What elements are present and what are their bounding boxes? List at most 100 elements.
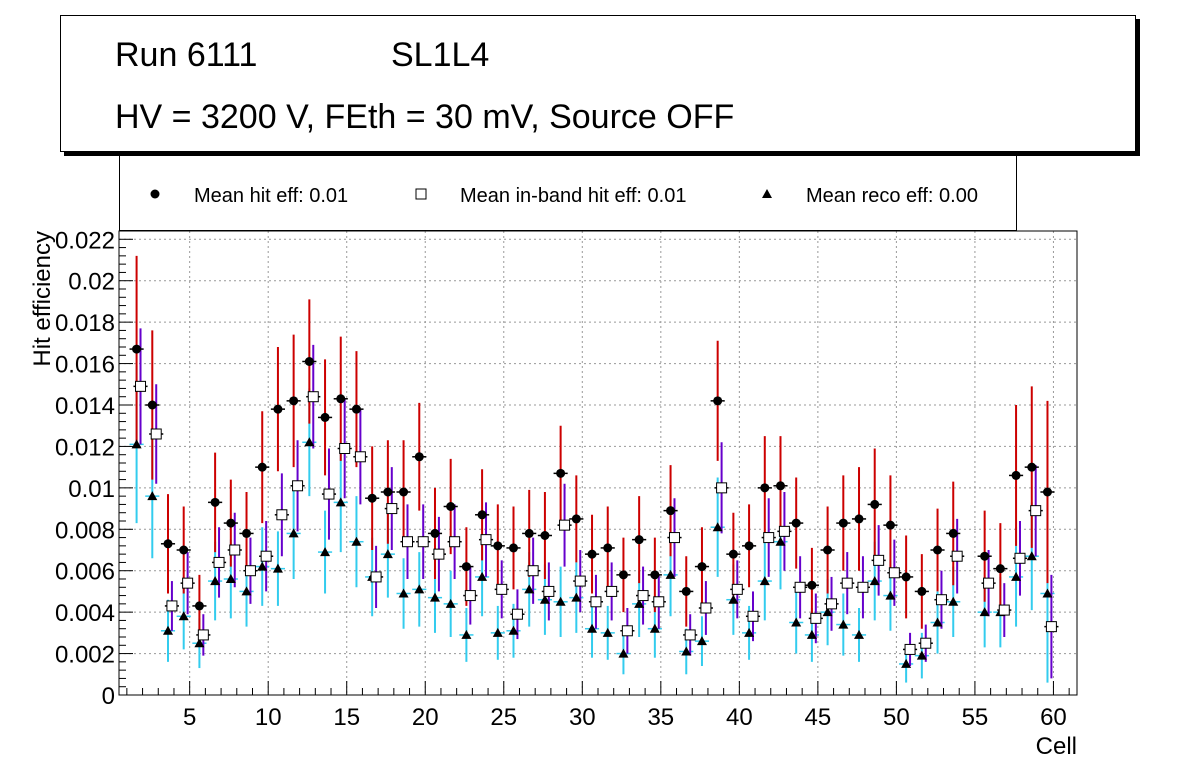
hit-point	[681, 586, 691, 596]
inband-point	[794, 581, 806, 593]
inband-point	[559, 519, 571, 531]
inband-point	[292, 480, 304, 492]
reco-point	[1042, 588, 1053, 598]
reco-point	[477, 571, 488, 581]
hit-point	[273, 404, 283, 414]
inband-point	[653, 596, 665, 608]
hit-point	[697, 562, 707, 572]
x-tick-label: 45	[805, 704, 832, 731]
reco-point	[524, 584, 535, 594]
reco-point	[351, 536, 362, 546]
y-tick-label: 0.016	[55, 352, 115, 379]
inband-point	[606, 585, 618, 597]
reco-point	[147, 491, 158, 501]
inband-point	[668, 532, 680, 544]
conditions-label: HV = 3200 V, FEth = 30 mV, Source OFF	[115, 98, 735, 136]
reco-point	[241, 586, 252, 596]
hit-point	[995, 564, 1005, 574]
inband-point	[166, 600, 178, 612]
reco-point	[775, 536, 786, 546]
hit-point	[854, 514, 864, 524]
reco-point	[932, 617, 943, 627]
hit-point	[336, 394, 346, 404]
inband-point	[998, 604, 1010, 616]
reco-point	[759, 576, 770, 586]
x-tick-label: 10	[255, 704, 282, 731]
x-tick-label: 30	[569, 704, 596, 731]
hit-point	[289, 396, 299, 406]
x-tick-label: 60	[1040, 704, 1067, 731]
reco-point	[728, 594, 739, 604]
reco-point	[178, 611, 189, 621]
reco-point	[1011, 571, 1022, 581]
x-tick-label: 15	[333, 704, 360, 731]
hit-point	[477, 510, 487, 520]
markers-hit	[132, 344, 1052, 611]
reco-point	[225, 574, 236, 583]
inband-point	[449, 536, 461, 548]
reco-point	[398, 588, 409, 598]
hit-point	[367, 493, 377, 503]
hit-point	[587, 549, 597, 559]
y-tick-label: 0.014	[55, 393, 115, 420]
inband-point	[511, 608, 523, 620]
legend-marker-hit	[150, 189, 160, 199]
inband-point	[464, 590, 476, 602]
inband-point	[496, 583, 508, 595]
inband-point	[731, 583, 743, 595]
inband-point	[904, 643, 916, 655]
reco-point	[885, 590, 896, 600]
reco-point	[665, 569, 676, 579]
superlayer-label: SL1L4	[391, 36, 490, 74]
hit-point	[885, 520, 895, 530]
inband-point	[276, 509, 288, 521]
y-tick-label: 0.022	[55, 227, 115, 254]
hit-point	[446, 502, 456, 511]
reco-point	[272, 563, 283, 573]
x-tick-label: 55	[962, 704, 989, 731]
inband-point	[150, 428, 162, 440]
inband-point	[983, 577, 995, 589]
inband-point	[433, 548, 445, 560]
hit-point	[351, 404, 361, 414]
hit-point	[713, 396, 723, 406]
reco-point	[979, 607, 990, 617]
x-axis-label: Cell	[1036, 733, 1077, 760]
reco-point	[822, 607, 833, 617]
x-tick-label: 20	[412, 704, 439, 731]
y-tick-label: 0.012	[55, 434, 115, 461]
x-tick-label: 5	[183, 704, 196, 731]
inband-point	[684, 629, 696, 641]
y-tick-label: 0.018	[55, 310, 115, 337]
markers-inband	[135, 380, 1057, 655]
y-tick-label: 0.004	[55, 600, 115, 627]
inband-point	[323, 488, 335, 500]
hit-point	[414, 452, 424, 462]
inband-point	[339, 443, 351, 454]
y-tick-label: 0.008	[55, 517, 115, 544]
reco-point	[335, 497, 346, 507]
reco-point	[948, 596, 959, 606]
data-series	[129, 255, 1059, 683]
inband-point	[716, 482, 728, 494]
hit-point	[383, 487, 393, 497]
inband-point	[182, 577, 194, 589]
inband-point	[480, 534, 492, 546]
hit-point	[603, 543, 613, 553]
hit-point	[1027, 462, 1037, 472]
inband-point	[1030, 505, 1042, 517]
hit-point	[760, 483, 770, 493]
inband-point	[763, 532, 775, 544]
y-tick-label: 0.01	[68, 476, 115, 503]
reco-point	[445, 598, 456, 608]
reco-point	[320, 547, 331, 557]
hit-point	[980, 551, 990, 561]
reco-point	[618, 648, 629, 658]
inband-point	[857, 581, 869, 593]
reco-point	[649, 623, 660, 633]
hit-point	[242, 528, 252, 538]
hit-point	[948, 528, 958, 538]
reco-point	[210, 576, 221, 586]
inband-point	[574, 575, 586, 587]
